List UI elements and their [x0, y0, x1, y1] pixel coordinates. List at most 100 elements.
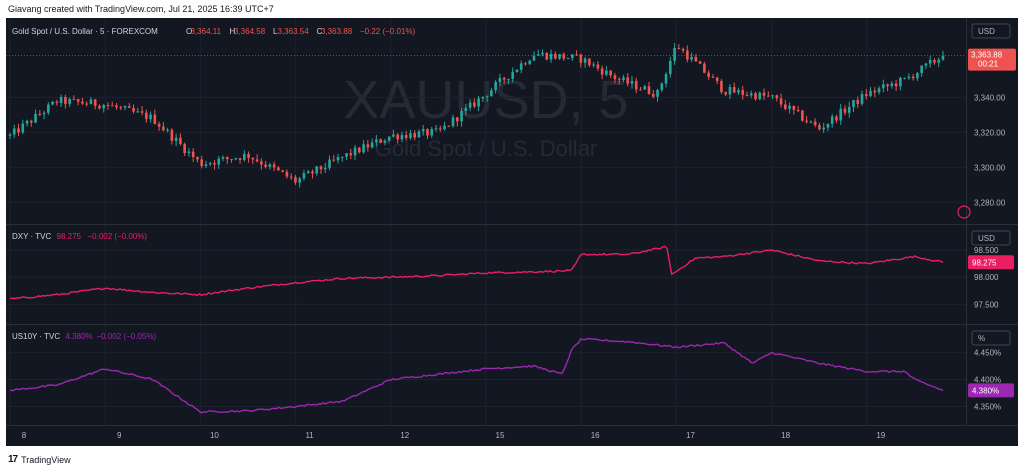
candle-body [732, 87, 736, 93]
candle-body [477, 98, 480, 107]
candle-body [524, 63, 527, 65]
candle-body [443, 125, 446, 130]
candle-body [792, 105, 796, 110]
candle-body [98, 105, 101, 109]
legend-value: 4.380% [66, 332, 93, 341]
candle-body [703, 63, 706, 73]
candle-body [630, 80, 634, 84]
candle-body [690, 56, 693, 60]
candle-body [847, 106, 851, 113]
time-label: 18 [781, 431, 790, 440]
candle-body [311, 171, 314, 174]
last-value-badge [968, 255, 1014, 270]
candle-body [762, 92, 766, 96]
unit-label: % [978, 334, 985, 343]
candle-body [579, 54, 583, 63]
candle-body [724, 92, 727, 95]
price-tick-label: 98.500 [974, 246, 999, 255]
candle-body [877, 88, 881, 93]
candle-body [481, 96, 485, 99]
unit-label: USD [978, 234, 995, 243]
tradingview-logo-icon: 17 [8, 454, 18, 465]
time-label: 19 [876, 431, 885, 440]
candle-body [745, 94, 749, 96]
legend-l-label: L [273, 27, 278, 36]
candle-body [102, 105, 106, 109]
time-label: 10 [210, 431, 219, 440]
watermark-name: Gold Spot / U.S. Dollar [375, 136, 598, 161]
candle-body [634, 80, 638, 90]
candle-body [12, 128, 16, 135]
candle-body [76, 99, 80, 102]
last-value-badge [968, 383, 1014, 398]
candle-body [379, 139, 382, 143]
unit-box [971, 230, 1011, 246]
candle-body [221, 157, 225, 159]
time-label: 12 [400, 431, 409, 440]
candle-body [711, 76, 715, 78]
candle-body [447, 125, 451, 127]
legend-change: −0.002 (−0.00%) [88, 232, 148, 241]
unit-label: USD [978, 27, 995, 36]
candle-body [933, 59, 936, 63]
candle-body [294, 177, 297, 183]
candle-body [396, 134, 399, 140]
candle-body [332, 159, 336, 161]
candle-body [340, 156, 344, 158]
candle-body [51, 101, 54, 105]
candle-body [328, 159, 331, 168]
footer-brand: TradingView [21, 454, 71, 465]
candle-body [200, 159, 204, 167]
time-label: 11 [305, 431, 314, 440]
candle-body [68, 98, 71, 104]
candle-body [157, 123, 161, 127]
time-label: 15 [496, 431, 505, 440]
candle-body [17, 128, 20, 133]
candle-body [656, 89, 659, 97]
candle-body [47, 104, 50, 113]
candle-body [899, 77, 902, 87]
watermark-symbol: XAUUSD, 5 [343, 70, 628, 130]
candle-body [809, 121, 813, 123]
candle-body [818, 125, 821, 130]
candle-body [353, 147, 357, 156]
candle-body [545, 52, 549, 60]
candle-body [937, 59, 940, 63]
candle-body [264, 164, 267, 167]
candle-body [651, 93, 655, 97]
candle-body [208, 163, 212, 165]
time-label: 16 [591, 431, 600, 440]
countdown-label: 00:21 [978, 60, 999, 69]
legend-change: −0.002 (−0.05%) [97, 332, 157, 341]
candle-body [494, 82, 497, 91]
candle-body [749, 93, 753, 96]
time-label: 8 [22, 431, 27, 440]
candle-body [502, 77, 506, 80]
candle-body [345, 153, 348, 157]
candle-body [140, 111, 144, 113]
multi-pane-chart[interactable]: 8 9 10 11 12 15 16 17 18 19 XAUUSD, 5 Gold Spot / U… [6, 18, 1018, 446]
candle-body [532, 55, 536, 61]
candle-body [306, 171, 310, 174]
candle-body [204, 164, 208, 167]
price-tick-label: 97.500 [974, 300, 999, 309]
candle-body [213, 163, 216, 165]
candle-body [882, 84, 885, 89]
candle-body [498, 77, 502, 83]
candle-body [903, 77, 906, 79]
legend-title: DXY · TVC [12, 232, 51, 241]
candle-body [404, 135, 408, 139]
candle-body [191, 151, 195, 158]
candle-body [562, 54, 566, 59]
last-value-label: 4.380% [972, 386, 999, 395]
candle-body [677, 47, 681, 49]
candle-body [430, 129, 434, 136]
candle-body [720, 80, 723, 93]
candle-body [42, 112, 46, 115]
legend-open: 3,364.11 [191, 27, 222, 36]
candle-body [251, 157, 255, 160]
chart-frame[interactable]: 8 9 10 11 12 15 16 17 18 19 XAUUSD, 5 Gold Spot / U… [6, 18, 1018, 446]
last-price-badge [968, 48, 1016, 71]
candle-body [421, 129, 425, 132]
candle-body [490, 90, 493, 97]
